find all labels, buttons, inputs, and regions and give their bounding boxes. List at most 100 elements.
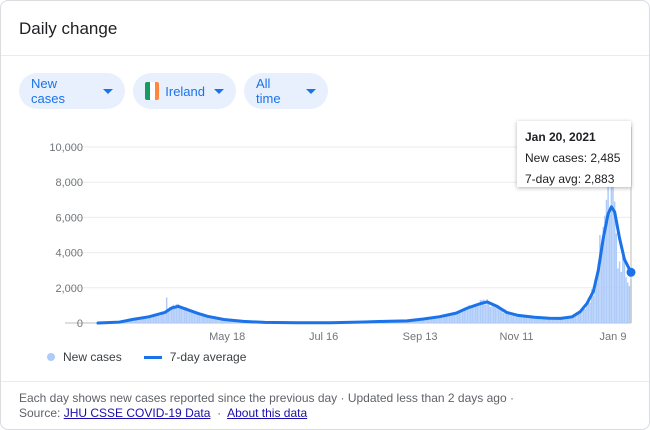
y-tick-label: 4,000	[55, 248, 83, 260]
case-bar	[545, 317, 547, 323]
case-bar	[461, 312, 464, 323]
case-bar	[201, 313, 204, 323]
case-bar	[497, 305, 500, 323]
case-bar	[543, 318, 546, 323]
seven-day-average-line	[96, 205, 633, 325]
case-bar	[622, 254, 624, 323]
case-bar	[434, 316, 436, 323]
case-bar	[561, 318, 564, 323]
case-bar	[185, 307, 188, 323]
case-bar	[613, 201, 616, 323]
case-bar	[478, 305, 480, 323]
case-bar	[558, 317, 560, 323]
case-bar	[595, 282, 598, 323]
card-title: Daily change	[19, 19, 118, 38]
case-bar	[466, 307, 469, 323]
ireland-flag-icon	[145, 82, 160, 100]
case-bar	[532, 316, 534, 323]
case-bar	[151, 316, 153, 323]
case-bar	[517, 314, 519, 323]
case-bar	[452, 314, 454, 323]
case-bar	[559, 317, 562, 323]
time-range-dropdown[interactable]: All time	[244, 73, 328, 109]
metric-dropdown[interactable]: New cases	[19, 73, 125, 109]
case-bar	[546, 318, 549, 323]
case-bar	[154, 313, 156, 323]
case-bar	[223, 319, 225, 323]
case-bar	[435, 317, 438, 323]
source-label: Source:	[19, 406, 61, 420]
case-bar	[523, 317, 526, 323]
case-bar	[489, 306, 492, 323]
case-bar	[584, 309, 586, 323]
case-bar	[512, 312, 515, 323]
case-bar	[437, 317, 439, 323]
case-bar	[573, 316, 575, 323]
line-legend-label: 7-day average	[169, 350, 247, 364]
case-bar	[180, 306, 183, 323]
case-bar	[515, 314, 518, 323]
x-tick-label: Jul 16	[309, 331, 338, 343]
case-bar	[626, 282, 629, 323]
case-bar	[525, 317, 528, 323]
footer: Each day shows new cases reported since …	[19, 391, 514, 421]
case-bar	[161, 311, 163, 323]
bar-legend-swatch	[47, 353, 55, 361]
case-bar	[551, 317, 554, 323]
case-bar	[138, 317, 140, 323]
case-bar	[564, 317, 567, 323]
case-bar	[481, 300, 483, 323]
case-bar	[510, 315, 513, 323]
case-bar	[226, 320, 228, 323]
case-bar	[144, 317, 147, 323]
case-bar	[174, 308, 176, 323]
about-data-link[interactable]: About this data	[227, 406, 308, 420]
line-legend-swatch	[143, 355, 162, 359]
case-bar	[527, 316, 529, 323]
case-bar	[134, 319, 137, 323]
source-link[interactable]: JHU CSSE COVID-19 Data	[63, 406, 211, 420]
case-bar	[628, 286, 631, 323]
case-bar	[196, 313, 199, 323]
header-divider	[1, 55, 649, 56]
case-bar	[211, 316, 214, 323]
case-bar	[615, 233, 618, 323]
case-bar	[494, 307, 497, 323]
case-bar	[483, 299, 485, 323]
y-tick-label: 2,000	[55, 283, 83, 295]
case-bar	[581, 309, 583, 323]
case-bar	[200, 313, 202, 323]
case-bar	[453, 313, 456, 323]
case-bar	[420, 318, 423, 323]
metric-dropdown-label: New cases	[31, 76, 65, 106]
case-bar	[501, 309, 503, 323]
flag-stripe	[145, 82, 150, 100]
case-bar	[600, 252, 603, 323]
x-tick-label: Jan 9	[600, 331, 627, 343]
case-bar	[577, 312, 580, 323]
case-bar	[447, 313, 449, 323]
y-tick-label: 10,000	[49, 142, 83, 154]
case-bar	[586, 305, 588, 323]
case-bar	[533, 318, 536, 323]
case-bar	[488, 303, 490, 323]
case-bar	[463, 308, 465, 323]
case-bar	[169, 307, 171, 323]
case-bar	[589, 302, 591, 323]
case-bar	[442, 316, 444, 323]
case-bar	[530, 316, 533, 323]
y-tick-label: 8,000	[55, 177, 83, 189]
location-dropdown[interactable]: Ireland	[133, 73, 236, 109]
case-bar	[139, 318, 142, 323]
y-tick-label: 6,000	[55, 212, 83, 224]
case-bar	[193, 311, 196, 323]
x-tick-label: Nov 11	[500, 331, 534, 343]
case-bar	[496, 304, 498, 323]
case-bar	[625, 277, 627, 323]
chart-tooltip: Jan 20, 2021 New cases: 2,485 7-day avg:…	[517, 121, 631, 187]
case-bar	[509, 311, 511, 323]
case-bar	[411, 320, 413, 323]
case-bar	[450, 314, 452, 323]
case-bar	[568, 317, 570, 323]
case-bar	[599, 235, 601, 323]
